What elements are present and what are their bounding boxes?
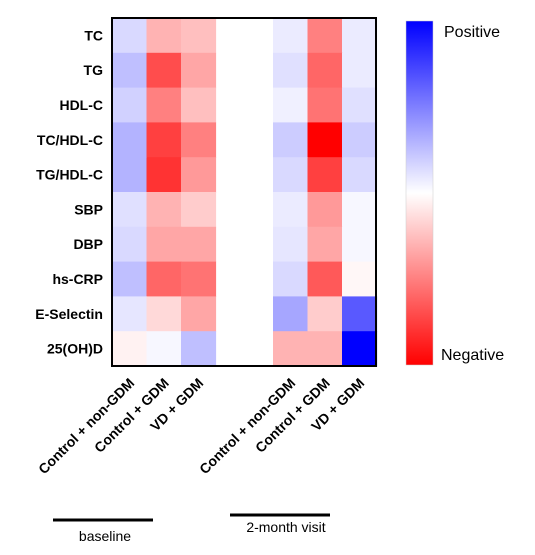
heatmap-cell (146, 192, 182, 228)
heatmap-cell (342, 52, 378, 89)
heatmap-cell (307, 261, 343, 297)
heatmap-cell (112, 52, 148, 89)
heatmap-cell (342, 331, 378, 367)
heatmap-cell (112, 157, 148, 193)
colorbar-negative-label: Negative (441, 347, 504, 364)
heatmap-cell (112, 122, 148, 158)
heatmap-cell (342, 226, 378, 263)
heatmap-cell (112, 87, 148, 123)
heatmap-cell (307, 52, 343, 89)
heatmap-cell (146, 261, 182, 297)
row-label: TG/HDL-C (36, 167, 103, 183)
heatmap-cell (181, 18, 217, 54)
heatmap-cell (181, 122, 217, 158)
heatmap-cell (307, 122, 343, 158)
group-label: 2-month visit (246, 519, 325, 535)
heatmap-cell (181, 296, 217, 332)
heatmap-cell (273, 122, 309, 158)
heatmap-cell (146, 331, 182, 367)
row-label: TG (84, 62, 104, 78)
heatmap-cell (112, 226, 148, 263)
row-label: HDL-C (59, 97, 103, 113)
heatmap-cell (273, 157, 309, 193)
heatmap-cell (273, 226, 309, 263)
row-label: E-Selectin (35, 306, 103, 322)
heatmap-cell (307, 87, 343, 123)
heatmap-cell (146, 296, 182, 332)
heatmap-cell (146, 122, 182, 158)
heatmap-cell (273, 261, 309, 297)
heatmap-cell (181, 87, 217, 123)
heatmap-frame (111, 17, 377, 367)
heatmap-cell (307, 157, 343, 193)
heatmap-cell (342, 87, 378, 123)
column-groups: baseline 2-month visit (53, 513, 330, 544)
heatmap-cell (307, 226, 343, 263)
heatmap-cell (112, 18, 148, 54)
heatmap-cell (112, 296, 148, 332)
heatmap-cell (342, 296, 378, 332)
heatmap-cell (181, 261, 217, 297)
heatmap-cell (146, 52, 182, 89)
heatmap-cell (307, 192, 343, 228)
heatmap-cell (146, 226, 182, 263)
heatmap-cell (112, 192, 148, 228)
heatmap-cell (146, 87, 182, 123)
heatmap-cell (342, 192, 378, 228)
heatmap-cell (273, 18, 309, 54)
heatmap-cell (342, 18, 378, 54)
heatmap-cell (342, 261, 378, 297)
heatmap-cell (181, 226, 217, 263)
heatmap-cell (342, 157, 378, 193)
colorbar (405, 20, 434, 366)
heatmap-cell (181, 52, 217, 89)
heatmap-cell (307, 18, 343, 54)
group-label: baseline (79, 528, 131, 544)
heatmap-cell (112, 261, 148, 297)
heatmap-cell (273, 87, 309, 123)
row-labels: TC TG HDL-C TC/HDL-C TG/HDL-C SBP DBP hs-CRP E-S… (35, 27, 103, 356)
heatmap-cell (146, 18, 182, 54)
heatmap-cell (307, 296, 343, 332)
heatmap-cell (146, 157, 182, 193)
heatmap-cell (273, 192, 309, 228)
heatmap-cell (181, 157, 217, 193)
heatmap-cell (181, 192, 217, 228)
heatmap-cell (342, 122, 378, 158)
heatmap-cell (273, 52, 309, 89)
heatmap-cells (112, 18, 378, 367)
heatmap-cell (181, 331, 217, 367)
row-label: TC/HDL-C (37, 132, 103, 148)
heatmap-cell (112, 331, 148, 367)
heatmap-cell (273, 331, 309, 367)
row-label: 25(OH)D (47, 341, 103, 357)
heatmap-cell (307, 331, 343, 367)
row-label: hs-CRP (52, 271, 103, 287)
row-label: TC (84, 27, 103, 43)
heatmap-cell (273, 296, 309, 332)
row-label: DBP (73, 236, 103, 252)
row-label: SBP (74, 201, 103, 217)
colorbar-positive-label: Positive (444, 24, 500, 41)
